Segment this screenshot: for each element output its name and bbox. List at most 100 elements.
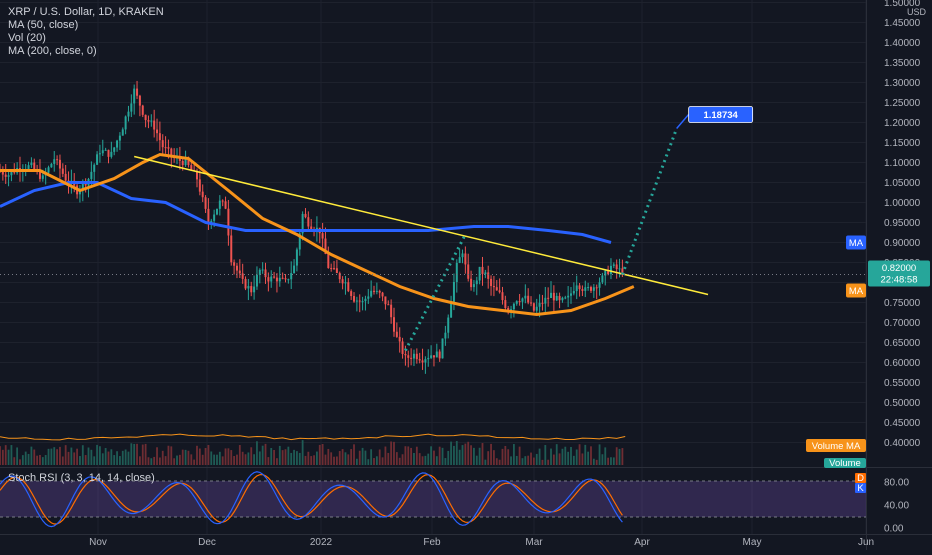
candle-body — [490, 278, 493, 287]
candle-body — [415, 353, 418, 360]
volume-bar — [318, 444, 321, 465]
candle-body — [238, 270, 241, 274]
volume-bar — [384, 446, 387, 465]
candle-body — [227, 208, 230, 236]
bullish-projection-line — [404, 233, 467, 352]
time-tick-label: Jun — [858, 537, 874, 548]
candle-body — [30, 162, 33, 166]
volume-bar — [464, 443, 467, 465]
volume-bar — [404, 446, 407, 465]
candle-body — [147, 120, 150, 122]
volume-bar — [41, 457, 44, 465]
candle-body — [130, 103, 133, 112]
candle-body — [33, 162, 36, 170]
candle-body — [350, 291, 353, 297]
candle-body — [367, 296, 370, 299]
volume-bar — [355, 458, 358, 465]
volume-bg — [824, 458, 866, 468]
volume-bar — [250, 447, 253, 465]
target-callout-line — [676, 114, 690, 129]
volume-bar — [273, 449, 275, 465]
candle-body — [113, 147, 116, 152]
candle-body — [101, 150, 104, 154]
candle-body — [304, 213, 307, 218]
candle-body — [604, 270, 607, 276]
symbol-title[interactable]: XRP / U.S. Dollar, 1D, KRAKEN — [8, 6, 164, 18]
candle-body — [358, 300, 361, 302]
candle-body — [418, 359, 421, 361]
volume-bar — [361, 447, 364, 465]
candle-body — [261, 269, 264, 271]
ma200-legend[interactable]: MA (200, close, 0) — [8, 45, 97, 57]
candle-body — [204, 197, 207, 209]
volume-bar — [552, 454, 555, 465]
volume-bar — [13, 457, 16, 465]
volume-bar — [461, 445, 464, 465]
volume-bar — [487, 451, 490, 465]
volume-bar — [575, 449, 578, 465]
rsi-k-line — [0, 471, 623, 528]
candle-body — [355, 300, 358, 302]
candle-body — [215, 208, 218, 215]
volume-bar — [513, 444, 515, 465]
volume-bar — [187, 450, 190, 465]
volume-bar — [421, 456, 424, 465]
downtrend-line — [134, 155, 709, 296]
volume-bar — [233, 456, 236, 465]
volume-bar — [458, 449, 461, 465]
candle-body — [375, 290, 378, 292]
volume-bar — [455, 441, 458, 465]
volume-bar — [615, 447, 618, 465]
candle-body — [347, 282, 350, 292]
candle-body — [455, 262, 458, 282]
candle-body — [470, 278, 473, 288]
candle-body — [378, 290, 381, 293]
candle-body — [107, 149, 110, 157]
volume-bar — [612, 457, 615, 465]
volume-bar — [116, 451, 118, 465]
volume-bar — [138, 456, 141, 465]
candle-body — [307, 217, 310, 227]
volume-bar — [247, 452, 250, 465]
volume-bar — [504, 445, 507, 465]
volume-bar — [427, 453, 430, 465]
volume-bar — [141, 444, 144, 465]
candle-body — [612, 264, 615, 266]
volume-bar — [570, 446, 572, 465]
volume-bar — [307, 451, 310, 465]
candle-body — [530, 302, 533, 304]
candle-body — [572, 291, 575, 294]
candle-body — [138, 95, 141, 106]
candle-body — [495, 287, 498, 291]
candle-body — [187, 158, 190, 166]
volume-bar — [481, 443, 484, 465]
candle-body — [550, 292, 553, 298]
countdown-timer: 22:48:58 — [881, 275, 918, 286]
volume-bar — [567, 451, 570, 465]
volume-bar — [178, 454, 181, 465]
candle-body — [438, 351, 441, 359]
volume-bar — [367, 459, 370, 465]
price-tick-label: 0.95000 — [884, 218, 921, 229]
rsi-d-tag: D — [855, 473, 866, 484]
stoch-rsi-legend[interactable]: Stoch RSI (3, 3, 14, 14, close) — [8, 472, 155, 484]
volume-bar — [398, 457, 401, 465]
time-tick-label: Dec — [198, 537, 216, 548]
candle-body — [241, 273, 244, 279]
candle-body — [501, 292, 504, 301]
candle-body — [504, 300, 507, 308]
volume-bar — [96, 444, 98, 465]
price-tick-label: 1.15000 — [884, 138, 921, 149]
volume-legend[interactable]: Vol (20) — [8, 32, 46, 44]
candle-body — [116, 140, 119, 148]
candle-body — [287, 279, 290, 281]
candle-body — [181, 160, 184, 166]
volume-bar — [270, 447, 273, 465]
price-tick-label: 1.30000 — [884, 78, 921, 89]
candle-body — [618, 268, 621, 270]
candle-body — [98, 153, 101, 155]
ma50-legend[interactable]: MA (50, close) — [8, 19, 79, 31]
candle-body — [258, 269, 261, 275]
